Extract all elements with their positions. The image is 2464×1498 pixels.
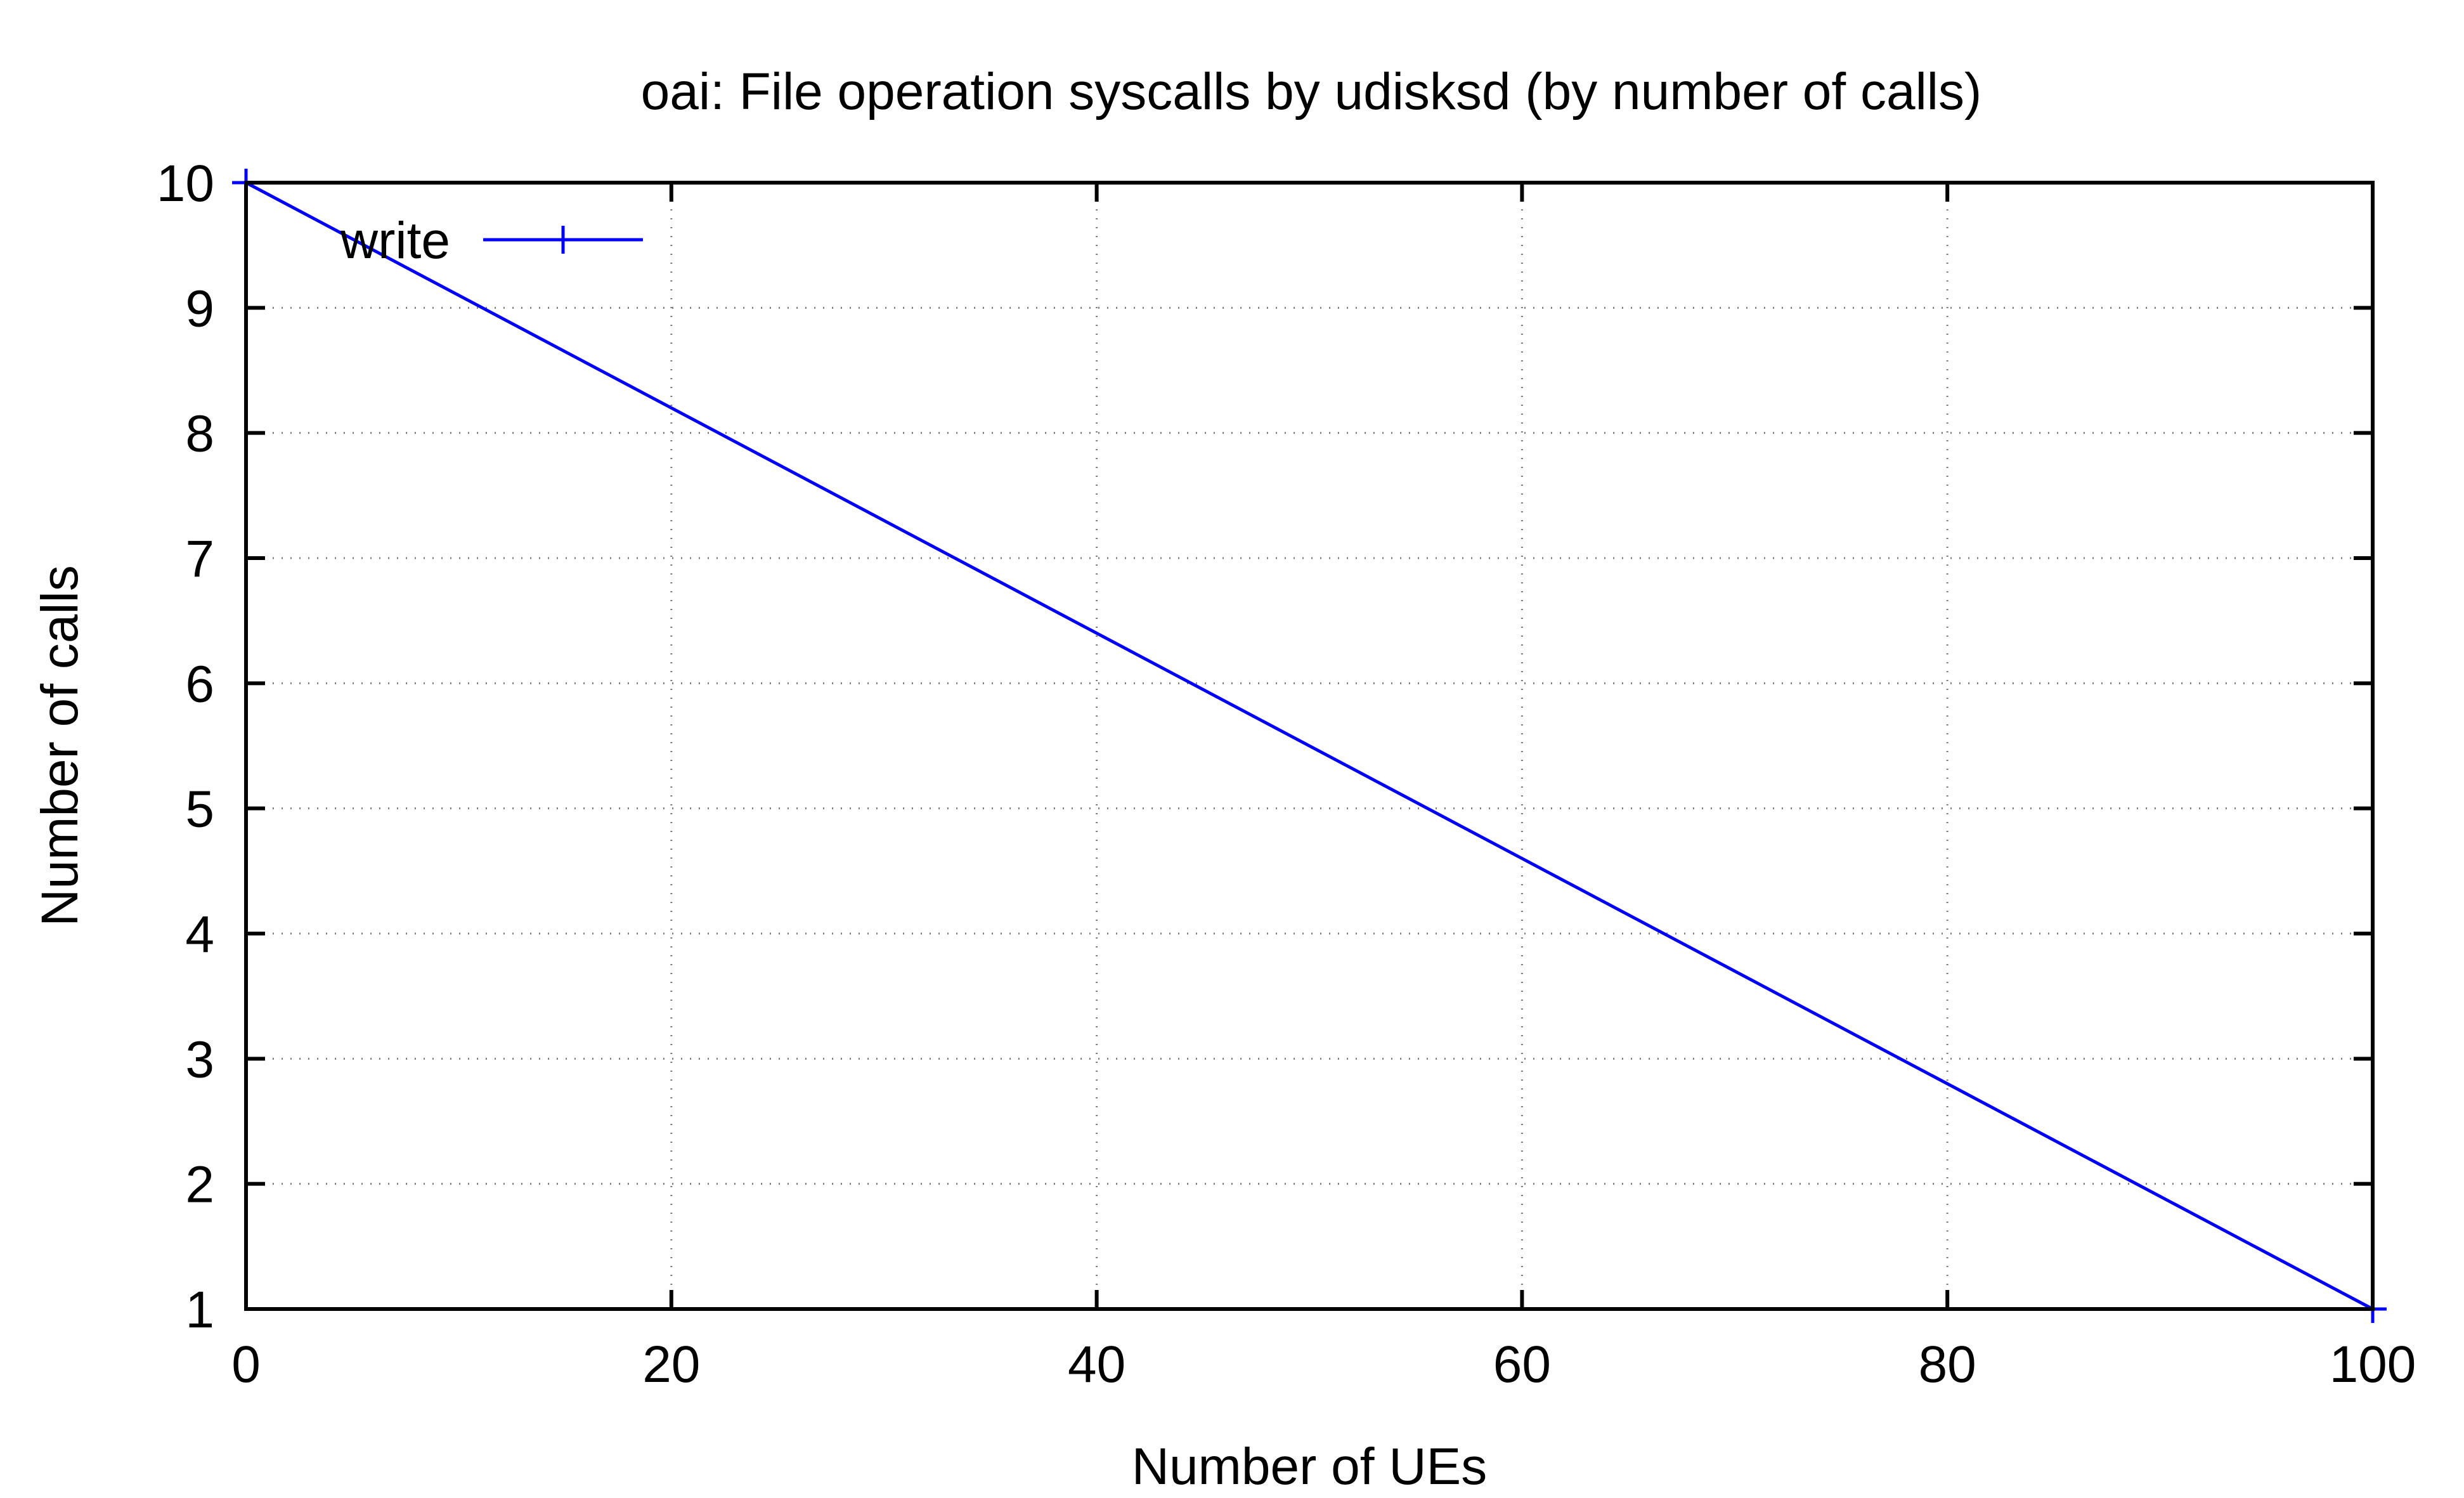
- x-tick-label: 60: [1493, 1336, 1551, 1393]
- grid: [246, 183, 2373, 1309]
- x-tick-label: 80: [1919, 1336, 1976, 1393]
- x-tick-label: 0: [231, 1336, 261, 1393]
- plot-series: [232, 169, 2387, 1323]
- y-tick-label: 3: [185, 1031, 214, 1088]
- x-tick-label: 100: [2330, 1336, 2416, 1393]
- legend: write: [340, 212, 643, 270]
- x-axis-label: Number of UEs: [1132, 1438, 1488, 1495]
- y-tick-label: 8: [185, 405, 214, 463]
- y-tick-label: 10: [157, 155, 214, 212]
- plot-frame: [244, 181, 2375, 1311]
- axis-ticks: 0 20 40 60 80 100 1 2 3 4 5 6 7 8 9 10: [157, 155, 2416, 1393]
- y-tick-label: 2: [185, 1156, 214, 1214]
- chart-title: oai: File operation syscalls by udisksd …: [641, 63, 1982, 120]
- y-tick-label: 7: [185, 530, 214, 588]
- y-axis-label: Number of calls: [31, 565, 89, 927]
- y-tick-label: 1: [185, 1281, 214, 1339]
- x-tick-label: 20: [642, 1336, 700, 1393]
- y-tick-label: 9: [185, 280, 214, 337]
- y-tick-label: 5: [185, 781, 214, 838]
- y-tick-label: 6: [185, 655, 214, 713]
- legend-label: write: [340, 212, 450, 270]
- series-line-write: [245, 181, 2374, 1311]
- x-tick-label: 40: [1068, 1336, 1125, 1393]
- y-tick-label: 4: [185, 906, 214, 963]
